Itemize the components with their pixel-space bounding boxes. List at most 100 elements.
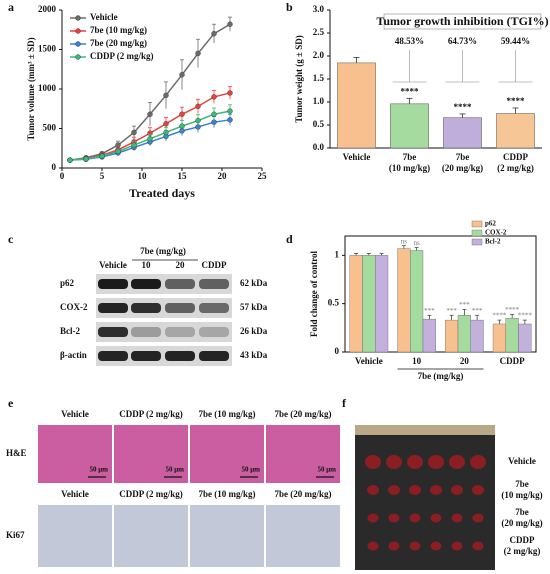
annotation-box: [383, 13, 542, 30]
protein-label: β-actin: [60, 350, 87, 360]
tumor: [472, 513, 484, 523]
scale-bar-label: 50 μm: [165, 466, 184, 474]
lane-label: CDDP: [202, 260, 227, 270]
tumor: [472, 541, 484, 551]
legend-marker: [75, 41, 81, 47]
significance: ***: [459, 301, 470, 309]
bar: [390, 103, 429, 149]
bar: [492, 323, 506, 353]
bar: [422, 318, 436, 353]
significance: ns: [414, 239, 421, 247]
significance: ****: [492, 312, 507, 320]
tumor: [430, 541, 442, 551]
legend-label: CDDP (2 mg/kg): [90, 51, 154, 61]
bar: [470, 319, 484, 353]
y-tick-label: 500: [43, 123, 57, 133]
significance: ***: [446, 307, 457, 315]
band: [98, 351, 128, 361]
histology-image: [38, 425, 112, 483]
marker: [227, 21, 233, 27]
bar: [375, 255, 389, 353]
marker: [195, 103, 201, 110]
legend-marker: [75, 15, 81, 21]
x-tick-label: (10 mg/kg): [389, 163, 430, 173]
size-label: 43 kDa: [240, 350, 268, 360]
scale-bar-label: 50 μm: [317, 466, 336, 474]
marker: [163, 92, 169, 99]
ruler: [355, 425, 495, 435]
protein-label: p62: [60, 278, 75, 288]
x-tick-label: 0: [60, 171, 65, 181]
annotation: Tumor growth inhibition (TGI%): [376, 14, 548, 28]
histology-image: [114, 425, 188, 483]
marker: [115, 148, 121, 155]
tumor: [409, 541, 421, 551]
column-label: Vehicle: [61, 409, 89, 419]
bar: [445, 319, 459, 353]
x-tick-label: Vehicle: [343, 152, 371, 162]
x-tick-label: 7be: [456, 152, 470, 162]
y-tick-label: 0: [335, 346, 340, 356]
marker: [227, 117, 233, 123]
y-tick-label: 0: [52, 162, 57, 172]
marker: [147, 111, 153, 117]
tumor: [407, 455, 423, 469]
tumor: [388, 513, 400, 523]
legend-label: 7be (20 mg/kg): [90, 38, 147, 48]
y-tick-label: 3.0: [313, 4, 325, 14]
row-label: Vehicle: [508, 456, 536, 466]
legend-label: 7be (10 mg/kg): [90, 25, 147, 35]
row-label: (20 mg/kg): [501, 518, 542, 528]
y-tick-label: 0.0: [313, 142, 325, 152]
significance: ****: [401, 86, 420, 96]
bar: [496, 113, 535, 149]
panel-letter: e: [8, 396, 14, 410]
significance: ns: [401, 237, 408, 245]
column-label: Vehicle: [61, 489, 89, 499]
y-axis-label: Tumor volume (mm³ ± SD): [26, 37, 36, 140]
axis-box: [344, 235, 537, 353]
blot-strip: [96, 346, 232, 366]
band: [98, 303, 128, 313]
bar: [397, 248, 411, 353]
bar: [518, 323, 532, 353]
tumor: [365, 455, 381, 469]
bar: [443, 117, 482, 149]
band: [98, 327, 128, 337]
y-tick-label: 2.5: [313, 27, 325, 37]
x-tick-label: 10: [138, 171, 148, 181]
x-tick-label: 15: [178, 171, 188, 181]
y-tick-label: 1: [335, 249, 340, 259]
marker: [163, 129, 169, 136]
tumor: [430, 513, 442, 523]
marker: [67, 157, 73, 163]
y-axis-label: Tumor weight (g ± SD): [294, 35, 304, 122]
tgi-label: 59.44%: [501, 36, 530, 46]
band: [98, 279, 128, 289]
histology-image: [190, 505, 264, 567]
x-tick-label: CDDP: [503, 152, 528, 162]
x-tick-label: 7be: [403, 152, 417, 162]
histology-image: [114, 505, 188, 567]
band: [199, 303, 229, 313]
row-label: (2 mg/kg): [504, 546, 541, 556]
significance: ****: [518, 312, 533, 320]
legend-swatch: [471, 238, 483, 246]
column-label: CDDP (2 mg/kg): [119, 409, 183, 419]
x-tick-label: (2 mg/kg): [497, 163, 534, 173]
marker: [195, 117, 201, 124]
significance: ****: [505, 306, 520, 314]
x-tick-label: 20: [460, 356, 470, 366]
scale-bar-label: 50 μm: [241, 466, 260, 474]
panel-letter: c: [8, 232, 14, 246]
band: [165, 303, 195, 313]
bar: [337, 62, 376, 149]
marker: [211, 31, 217, 37]
y-tick-label: 0.5: [328, 298, 340, 308]
tumor: [470, 455, 486, 469]
band: [165, 351, 195, 361]
legend-label: COX-2: [485, 229, 507, 237]
significance: ***: [472, 307, 483, 315]
tgi-label: 64.73%: [448, 36, 477, 46]
